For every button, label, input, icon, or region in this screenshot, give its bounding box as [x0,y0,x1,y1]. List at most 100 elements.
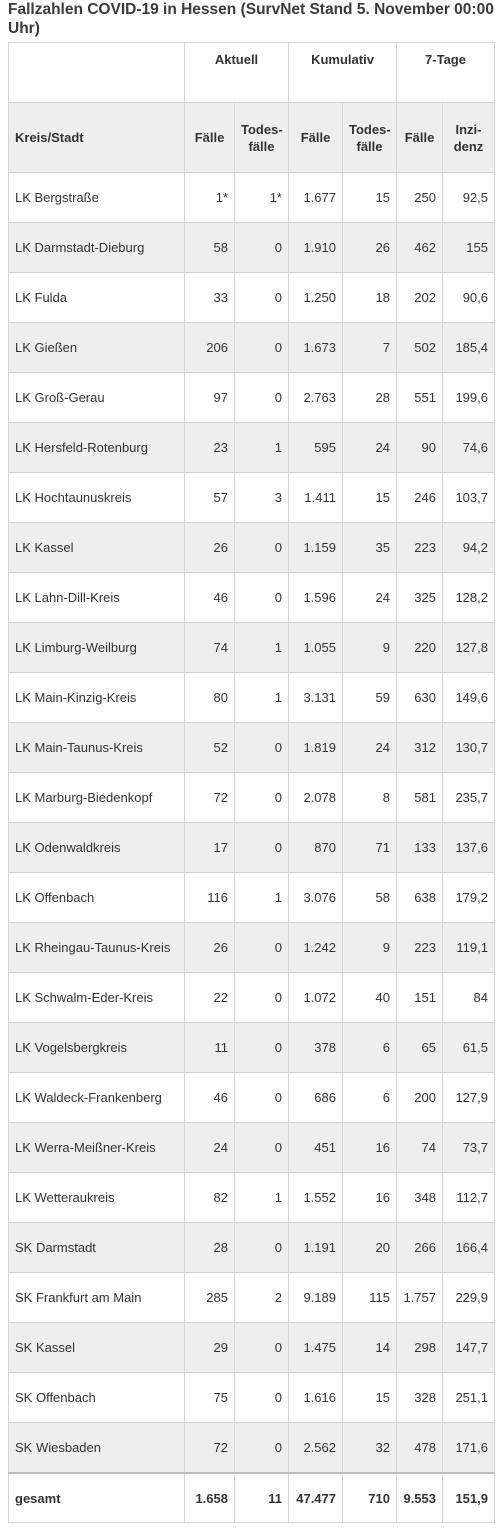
cell-kumulativ-faelle: 1.677 [288,172,343,223]
cell-aktuell-faelle: 46 [184,1072,235,1123]
cell-aktuell-todesfaelle: 1 [234,872,289,923]
column-header-kumulativ-todesfaelle: Todes-fälle [342,102,397,173]
table-row: SK Kassel 29 0 1.475 14 298 147,7 [8,1322,495,1373]
cell-aktuell-faelle: 33 [184,272,235,323]
cell-aktuell-todesfaelle: 0 [234,322,289,373]
cell-7tage-inzidenz: 112,7 [442,1172,495,1223]
column-header-kreis: Kreis/Stadt [8,102,185,173]
cell-7tage-inzidenz: 103,7 [442,472,495,523]
cell-kumulativ-todesfaelle: 26 [342,222,397,273]
total-kumulativ-todesfaelle: 710 [342,1472,397,1523]
table-row: LK Lahn-Dill-Kreis 46 0 1.596 24 325 128,2 [8,572,495,623]
cell-kumulativ-todesfaelle: 15 [342,472,397,523]
cell-aktuell-todesfaelle: 1* [234,172,289,223]
cell-kreis-name: LK Schwalm-Eder-Kreis [8,972,185,1023]
cell-kreis-name: LK Marburg-Biedenkopf [8,772,185,823]
table-row: SK Offenbach 75 0 1.616 15 328 251,1 [8,1372,495,1423]
cell-7tage-inzidenz: 199,6 [442,372,495,423]
table-row: LK Werra-Meißner-Kreis 24 0 451 16 74 73,7 [8,1122,495,1173]
cell-kreis-name: LK Offenbach [8,872,185,923]
cell-7tage-faelle: 133 [396,822,443,873]
cell-kumulativ-faelle: 1.242 [288,922,343,973]
total-7tage-inzidenz: 151,9 [442,1472,495,1523]
cell-kumulativ-faelle: 378 [288,1022,343,1073]
cell-aktuell-todesfaelle: 0 [234,772,289,823]
cell-kumulativ-faelle: 1.055 [288,622,343,673]
cell-aktuell-faelle: 82 [184,1172,235,1223]
cell-kumulativ-todesfaelle: 24 [342,422,397,473]
cell-kumulativ-faelle: 870 [288,822,343,873]
table-row: LK Schwalm-Eder-Kreis 22 0 1.072 40 151 84 [8,972,495,1023]
cell-7tage-inzidenz: 137,6 [442,822,495,873]
table-row: LK Main-Taunus-Kreis 52 0 1.819 24 312 130,7 [8,722,495,773]
column-header-aktuell-todesfaelle: Todes-fälle [234,102,289,173]
cell-aktuell-faelle: 46 [184,572,235,623]
cell-7tage-faelle: 223 [396,922,443,973]
cell-kumulativ-todesfaelle: 15 [342,1372,397,1423]
total-row: gesamt 1.658 11 47.477 710 9.553 151,9 [8,1472,495,1523]
cell-aktuell-todesfaelle: 0 [234,1222,289,1273]
cell-kumulativ-faelle: 1.552 [288,1172,343,1223]
cell-aktuell-faelle: 28 [184,1222,235,1273]
table-row: LK Limburg-Weilburg 74 1 1.055 9 220 127,8 [8,622,495,673]
cell-kumulativ-todesfaelle: 28 [342,372,397,423]
table-row: LK Vogelsbergkreis 11 0 378 6 65 61,5 [8,1022,495,1073]
table-row: LK Offenbach 116 1 3.076 58 638 179,2 [8,872,495,923]
cell-kreis-name: LK Vogelsbergkreis [8,1022,185,1073]
cell-kreis-name: SK Offenbach [8,1372,185,1423]
cell-7tage-faelle: 325 [396,572,443,623]
cell-aktuell-faelle: 1* [184,172,235,223]
cell-aktuell-todesfaelle: 0 [234,1072,289,1123]
cell-kreis-name: LK Darmstadt-Dieburg [8,222,185,273]
table-body: LK Bergstraße 1* 1* 1.677 15 250 92,5 LK Darmst… [8,172,495,1523]
cell-7tage-faelle: 502 [396,322,443,373]
total-aktuell-faelle: 1.658 [184,1472,235,1523]
cell-7tage-inzidenz: 235,7 [442,772,495,823]
cell-aktuell-todesfaelle: 0 [234,822,289,873]
cell-7tage-faelle: 250 [396,172,443,223]
cell-aktuell-todesfaelle: 0 [234,372,289,423]
cell-aktuell-faelle: 80 [184,672,235,723]
table-row: LK Waldeck-Frankenberg 46 0 686 6 200 127,9 [8,1072,495,1123]
cell-aktuell-todesfaelle: 0 [234,1372,289,1423]
total-kreis-name: gesamt [8,1472,185,1523]
cell-7tage-faelle: 202 [396,272,443,323]
cell-aktuell-faelle: 74 [184,622,235,673]
cell-7tage-inzidenz: 179,2 [442,872,495,923]
cell-aktuell-faelle: 58 [184,222,235,273]
cell-kumulativ-faelle: 1.072 [288,972,343,1023]
cell-aktuell-faelle: 57 [184,472,235,523]
cell-7tage-faelle: 1.757 [396,1272,443,1323]
cell-7tage-inzidenz: 74,6 [442,422,495,473]
cell-aktuell-todesfaelle: 0 [234,1422,289,1474]
cell-kreis-name: LK Groß-Gerau [8,372,185,423]
cell-kumulativ-faelle: 1.411 [288,472,343,523]
cell-aktuell-faelle: 97 [184,372,235,423]
cell-aktuell-todesfaelle: 0 [234,972,289,1023]
cell-aktuell-faelle: 22 [184,972,235,1023]
cell-kumulativ-faelle: 1.910 [288,222,343,273]
cell-kumulativ-todesfaelle: 40 [342,972,397,1023]
cell-7tage-faelle: 630 [396,672,443,723]
cell-aktuell-faelle: 116 [184,872,235,923]
cell-aktuell-todesfaelle: 1 [234,1172,289,1223]
cell-kreis-name: SK Wiesbaden [8,1422,185,1474]
cell-kreis-name: SK Kassel [8,1322,185,1373]
cell-kumulativ-todesfaelle: 7 [342,322,397,373]
cell-kumulativ-todesfaelle: 14 [342,1322,397,1373]
cell-aktuell-todesfaelle: 0 [234,572,289,623]
cell-kumulativ-todesfaelle: 35 [342,522,397,573]
cell-aktuell-todesfaelle: 1 [234,422,289,473]
cell-aktuell-todesfaelle: 0 [234,922,289,973]
cell-7tage-faelle: 328 [396,1372,443,1423]
cell-aktuell-faelle: 26 [184,522,235,573]
cell-kreis-name: LK Hersfeld-Rotenburg [8,422,185,473]
cell-kreis-name: LK Odenwaldkreis [8,822,185,873]
cell-aktuell-faelle: 23 [184,422,235,473]
cell-7tage-inzidenz: 92,5 [442,172,495,223]
column-header-aktuell-faelle: Fälle [184,102,235,173]
table-row: SK Frankfurt am Main 285 2 9.189 115 1.757 229… [8,1272,495,1323]
cell-7tage-faelle: 312 [396,722,443,773]
cell-7tage-inzidenz: 229,9 [442,1272,495,1323]
table-row: LK Hersfeld-Rotenburg 23 1 595 24 90 74,6 [8,422,495,473]
